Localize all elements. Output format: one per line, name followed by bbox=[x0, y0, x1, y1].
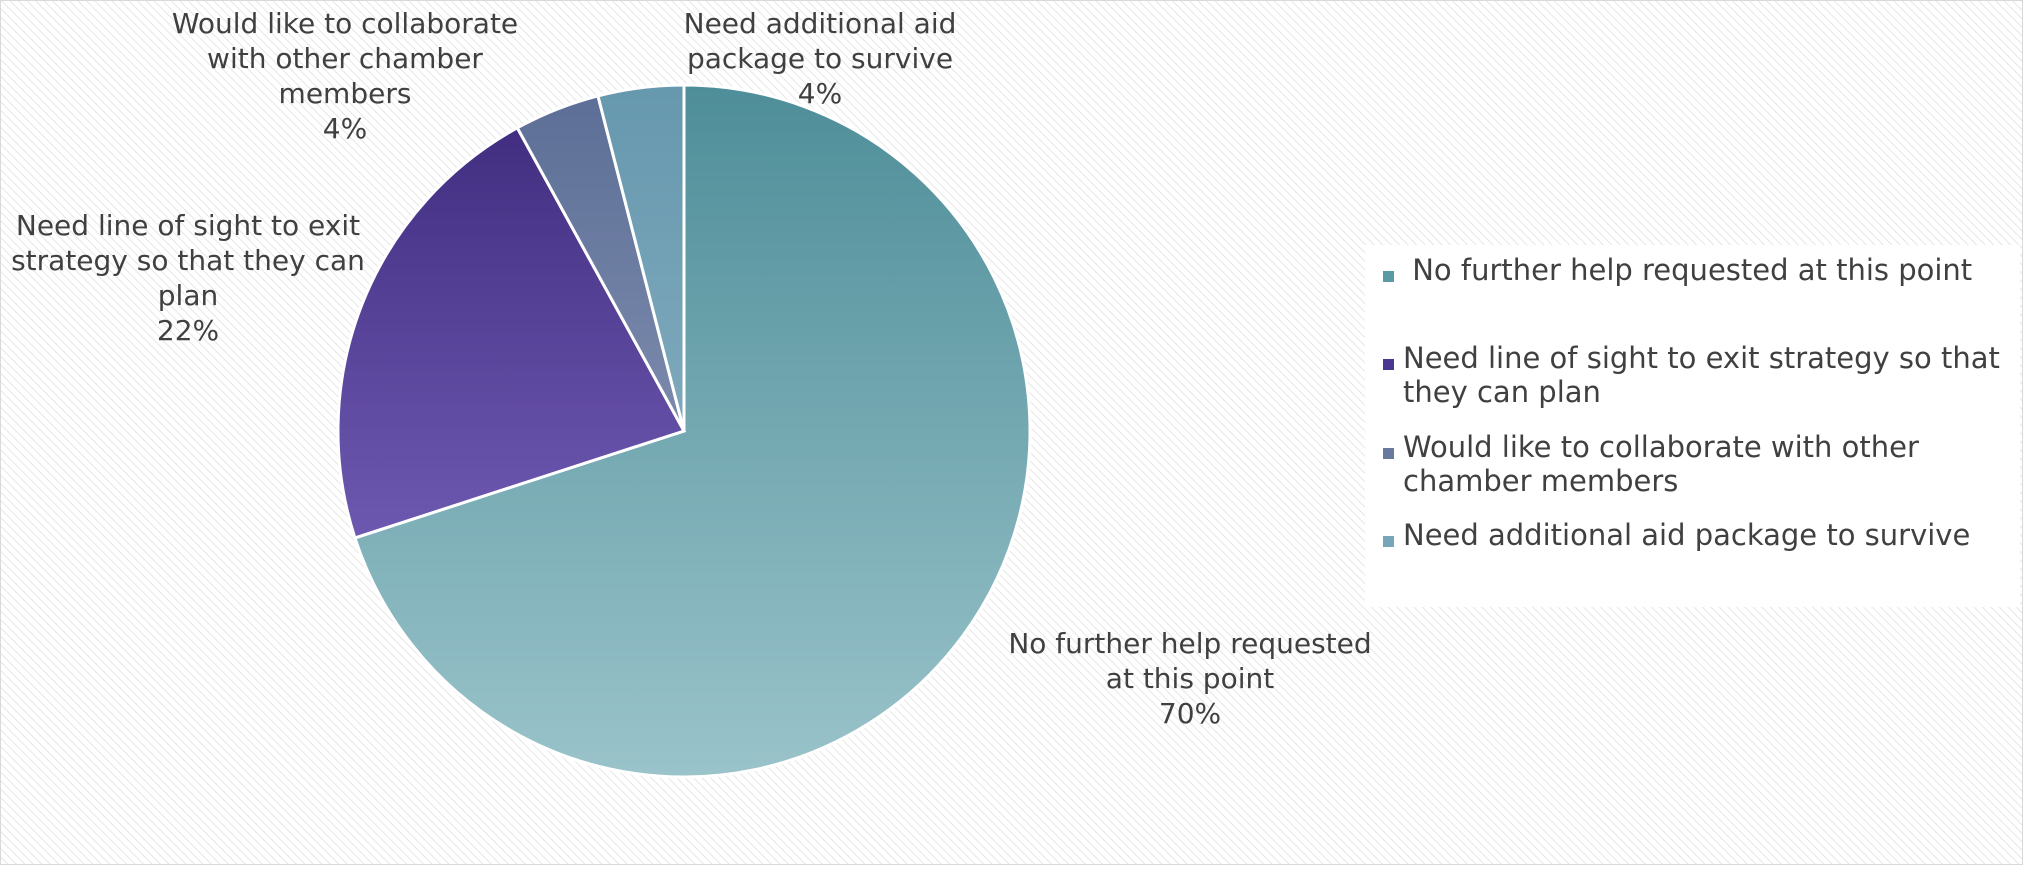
legend-label: Would like to collaborate with other bbox=[1403, 430, 1919, 464]
legend-label: No further help requested at this point bbox=[1403, 253, 1972, 287]
legend-item-would-like-to-collaborate-with-other-chamber-members: Would like to collaborate with othercham… bbox=[1383, 430, 1919, 498]
data-label-text: at this point bbox=[1106, 662, 1274, 695]
legend-item-need-line-of-sight-to-exit-strategy-so-that-they-can-plan: Need line of sight to exit strategy so t… bbox=[1383, 341, 2000, 409]
data-label-text: No further help requested bbox=[1008, 627, 1371, 660]
legend-item-no-further-help-requested-at-this-point: No further help requested at this point bbox=[1383, 253, 1972, 287]
legend-swatch bbox=[1383, 359, 1394, 370]
data-label-percent: 4% bbox=[798, 77, 842, 110]
legend-label: Need additional aid package to survive bbox=[1403, 518, 1970, 552]
legend-swatch bbox=[1383, 448, 1394, 459]
data-label-text: Need additional aid bbox=[684, 7, 957, 40]
data-label-text: plan bbox=[158, 279, 218, 312]
legend-swatch bbox=[1383, 271, 1394, 282]
data-label-text: strategy so that they can bbox=[11, 244, 365, 277]
legend-swatch bbox=[1383, 536, 1394, 547]
legend-box bbox=[1365, 245, 2020, 607]
legend-label: chamber members bbox=[1403, 464, 1678, 498]
data-label-text: Would like to collaborate bbox=[172, 7, 518, 40]
legend-label: they can plan bbox=[1403, 375, 1601, 409]
data-label-percent: 70% bbox=[1159, 697, 1221, 730]
legend-label: Need line of sight to exit strategy so t… bbox=[1403, 341, 2000, 375]
data-label-text: package to survive bbox=[687, 42, 953, 75]
legend-item-need-additional-aid-package-to-survive: Need additional aid package to survive bbox=[1383, 518, 1970, 552]
pie-slice-no-further-help-requested-at-this-point bbox=[353, 83, 1032, 779]
data-label-text: Need line of sight to exit bbox=[16, 209, 360, 242]
data-label-text: with other chamber bbox=[207, 42, 483, 75]
data-label-percent: 22% bbox=[157, 314, 219, 347]
data-label-percent: 4% bbox=[323, 112, 367, 145]
pie-slice-need-line-of-sight-to-exit-strategy-so-that-they-can-plan bbox=[336, 125, 687, 540]
data-label-text: members bbox=[279, 77, 412, 110]
pie-slice-need-additional-aid-package-to-survive bbox=[596, 83, 686, 432]
